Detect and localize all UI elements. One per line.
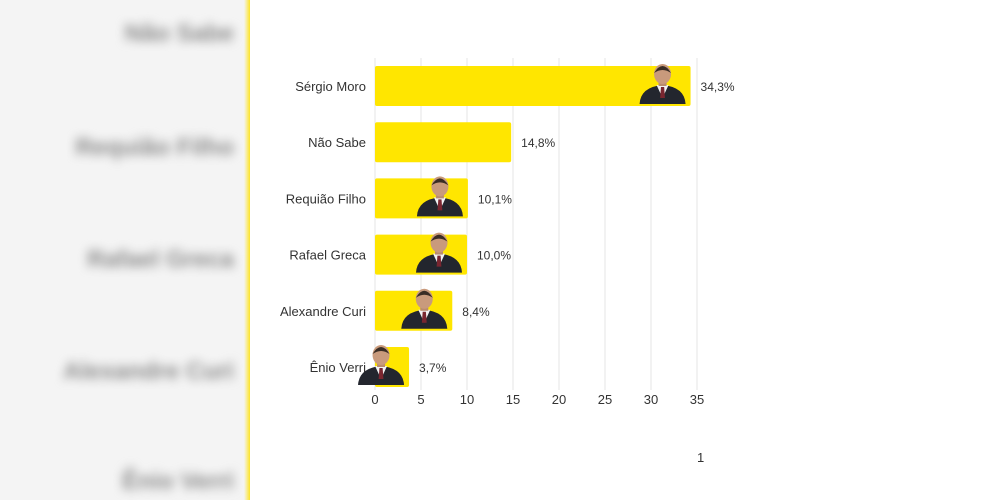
x-tick-label: 25 bbox=[598, 392, 612, 407]
x-tick-label: 30 bbox=[644, 392, 658, 407]
candidate-photo bbox=[639, 64, 686, 104]
data-label: 10,1% bbox=[478, 192, 512, 206]
category-label: Alexandre Curi bbox=[280, 304, 366, 319]
x-tick-label: 0 bbox=[371, 392, 378, 407]
data-label: 8,4% bbox=[462, 305, 490, 319]
category-label: Não Sabe bbox=[308, 135, 366, 150]
blurred-background-panel: Não Sabe Requião Filho Rafael Greca Alex… bbox=[0, 0, 250, 500]
data-label: 10,0% bbox=[477, 249, 511, 263]
data-label: 3,7% bbox=[419, 361, 447, 375]
ghost-label: Ênio Verri bbox=[121, 468, 234, 495]
candidate-photo bbox=[358, 345, 405, 385]
x-tick-label: 10 bbox=[460, 392, 474, 407]
candidate-photo bbox=[401, 288, 448, 329]
x-tick-label: 15 bbox=[506, 392, 520, 407]
ghost-label: Rafael Greca bbox=[87, 246, 234, 273]
page-number: 1 bbox=[697, 450, 705, 465]
bar bbox=[375, 122, 512, 163]
ghost-label: Requião Filho bbox=[75, 134, 234, 161]
data-label: 34,3% bbox=[701, 80, 735, 94]
data-label: 14,8% bbox=[521, 136, 555, 150]
candidate-photo bbox=[416, 232, 462, 273]
x-tick-label: 5 bbox=[417, 392, 424, 407]
bar bbox=[375, 66, 691, 106]
ghost-label: Não Sabe bbox=[124, 20, 234, 47]
x-tick-label: 20 bbox=[552, 392, 566, 407]
category-label: Rafael Greca bbox=[289, 248, 366, 263]
yellow-edge-glow bbox=[244, 0, 250, 500]
category-label: Ênio Verri bbox=[310, 360, 366, 375]
category-label: Requião Filho bbox=[286, 191, 366, 206]
x-tick-label: 35 bbox=[690, 392, 704, 407]
ghost-label: Alexandre Curi bbox=[63, 358, 234, 385]
candidate-photo bbox=[416, 176, 463, 217]
category-label: Sérgio Moro bbox=[295, 79, 366, 94]
